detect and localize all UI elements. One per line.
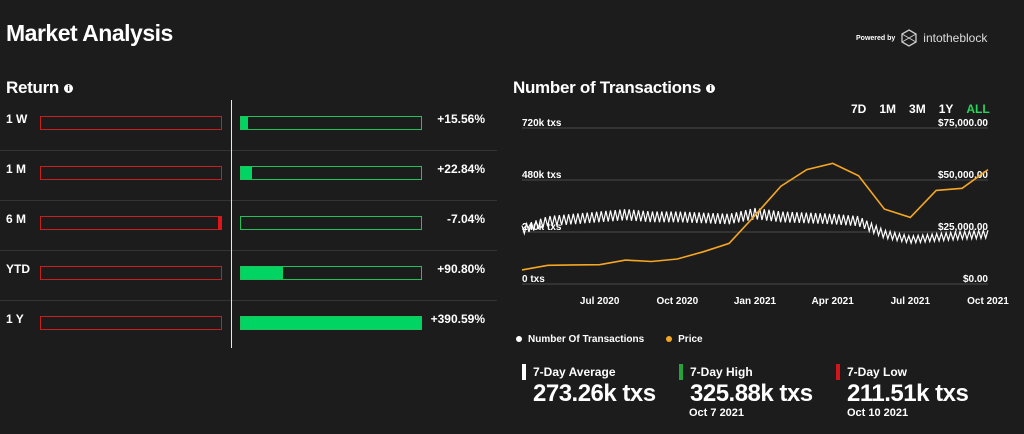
info-icon[interactable]: i	[706, 83, 715, 93]
negative-bar	[40, 166, 222, 180]
powered-by[interactable]: Powered by intotheblock	[856, 29, 987, 47]
return-label: 6 M	[6, 212, 27, 226]
positive-bar-fill	[241, 267, 283, 279]
powered-prefix: Powered by	[856, 34, 896, 42]
return-value: +15.56%	[437, 112, 485, 126]
legend-label: Price	[678, 334, 703, 345]
return-row-1y: 1 Y +390.59%	[0, 300, 497, 350]
positive-bar-fill	[241, 117, 249, 129]
positive-bar	[240, 216, 422, 230]
stat-color-bar	[522, 364, 526, 380]
return-value: -7.04%	[446, 212, 485, 226]
price-series-line	[521, 162, 989, 271]
range-selector: 7D 1M 3M 1Y ALL	[851, 102, 990, 116]
y-right-tick-label: $50,000.00	[938, 170, 988, 181]
range-all[interactable]: ALL	[966, 102, 990, 116]
negative-bar-fill	[217, 217, 221, 229]
stat-date: Oct 10 2021	[847, 407, 909, 419]
range-3m[interactable]: 3M	[909, 102, 926, 116]
y-left-tick-label: 0 txs	[522, 274, 545, 285]
range-1m[interactable]: 1M	[879, 102, 897, 116]
return-label: YTD	[6, 262, 30, 276]
y-right-tick-label: $25,000.00	[938, 222, 988, 233]
return-row-ytd: YTD +90.80%	[0, 250, 497, 301]
return-row-1w: 1 W +15.56%	[0, 100, 497, 151]
y-left-tick-label: 480k txs	[522, 170, 562, 181]
positive-bar-fill	[241, 317, 421, 329]
return-value: +22.84%	[437, 162, 485, 176]
x-tick-label: Oct 2021	[967, 296, 1009, 307]
return-title: Return	[6, 78, 59, 97]
legend-label: Number Of Transactions	[528, 334, 645, 345]
transactions-title: Number of Transactions	[513, 78, 701, 97]
info-icon[interactable]: i	[63, 83, 73, 93]
return-label: 1 W	[6, 112, 28, 126]
return-table: 1 W +15.56% 1 M +22.84% 6 M -7.04% YTD +…	[0, 100, 497, 350]
return-label: 1 M	[6, 162, 27, 176]
stat-value: 273.26k txs	[533, 380, 656, 407]
chart-legend: Number Of Transactions Price	[516, 334, 703, 345]
legend-item-transactions[interactable]: Number Of Transactions	[516, 334, 644, 345]
stat-label: 7-Day High	[690, 365, 753, 379]
stat-date: Oct 7 2021	[689, 407, 745, 419]
zero-axis-divider	[231, 100, 232, 348]
stat-label: 7-Day Average	[533, 365, 616, 379]
x-tick-label: Jul 2020	[580, 296, 620, 307]
positive-bar	[240, 116, 422, 130]
return-row-6m: 6 M -7.04%	[0, 200, 497, 251]
stat-label: 7-Day Low	[847, 365, 908, 379]
stat-value: 325.88k txs	[690, 380, 813, 407]
negative-bar	[40, 216, 222, 230]
legend-dot	[516, 336, 522, 343]
transactions-series-line	[521, 207, 989, 246]
positive-bar-fill	[241, 167, 252, 179]
page-title: Market Analysis	[6, 20, 173, 46]
range-1y[interactable]: 1Y	[938, 102, 954, 116]
negative-bar	[40, 316, 222, 330]
legend-item-price[interactable]: Price	[666, 334, 703, 345]
stat-value: 211.51k txs	[847, 380, 969, 407]
return-row-1m: 1 M +22.84%	[0, 150, 497, 201]
return-value: +390.59%	[430, 312, 485, 326]
x-tick-label: Jul 2021	[891, 296, 931, 307]
x-tick-label: Jan 2021	[734, 296, 777, 307]
positive-bar	[240, 316, 422, 330]
transactions-heading: Number of Transactions i	[513, 78, 715, 98]
legend-dot	[666, 336, 673, 343]
return-heading: Return i	[6, 78, 73, 98]
range-7d[interactable]: 7D	[851, 102, 867, 116]
negative-bar	[40, 116, 222, 130]
y-left-tick-label: 720k txs	[522, 118, 562, 129]
intotheblock-logo-icon	[901, 29, 917, 47]
negative-bar	[40, 266, 222, 280]
stat-color-bar	[836, 364, 840, 380]
stat-color-bar	[679, 364, 683, 380]
x-tick-label: Oct 2020	[656, 296, 698, 307]
return-value: +90.80%	[437, 262, 485, 276]
transactions-chart[interactable]: 0 txs $0.00 240k txs $25,000.00 480k txs $50,…	[512, 118, 1012, 314]
positive-bar	[240, 266, 422, 280]
positive-bar	[240, 166, 422, 180]
x-tick-label: Apr 2021	[812, 296, 855, 307]
powered-brand: intotheblock	[923, 31, 988, 45]
y-right-tick-label: $75,000.00	[938, 118, 988, 129]
y-left-tick-label: 240k txs	[522, 222, 562, 233]
return-label: 1 Y	[6, 312, 24, 326]
y-right-tick-label: $0.00	[963, 274, 988, 285]
